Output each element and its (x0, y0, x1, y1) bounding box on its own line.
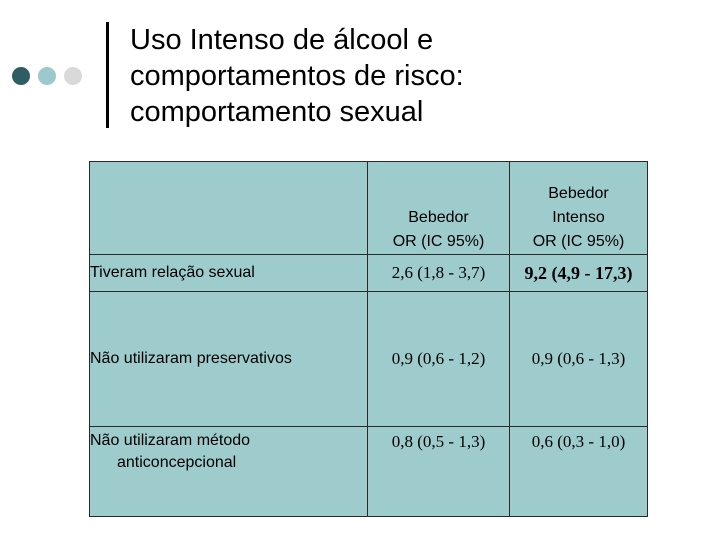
row-label-line-1: Não utilizaram método (90, 432, 251, 449)
gray-dot-icon (64, 67, 82, 85)
decorative-dots (12, 67, 82, 85)
value-intenso: 0,9 (0,6 - 1,3) (509, 291, 648, 427)
value-intenso: 0,6 (0,3 - 1,0) (509, 426, 648, 517)
header-bebedor-intenso: Bebedor Intenso OR (IC 95%) (509, 161, 648, 255)
table-row: Não utilizaram preservativos 0,9 (0,6 - … (89, 291, 648, 427)
title-line-3: comportamento sexual (130, 96, 424, 128)
value-bebedor: 2,6 (1,8 - 3,7) (367, 254, 510, 292)
slide-title: Uso Intenso de álcool e comportamentos d… (130, 22, 690, 130)
title-line-1: Uso Intenso de álcool e (130, 24, 434, 56)
value-bebedor: 0,8 (0,5 - 1,3) (367, 426, 510, 517)
odds-ratio-table: Bebedor OR (IC 95%) Bebedor Intenso OR (… (89, 161, 648, 517)
header-intenso-line-3: OR (IC 95%) (532, 233, 625, 250)
title-line-2: comportamentos de risco: (130, 60, 464, 92)
header-intenso-line-1: Bebedor (548, 185, 609, 202)
dark-dot-icon (12, 67, 30, 85)
value-intenso: 9,2 (4,9 - 17,3) (509, 254, 648, 292)
row-label: Não utilizaram método anticoncepcional (89, 426, 368, 517)
row-label-text: Não utilizaram preservativos (90, 350, 292, 367)
header-empty-cell (89, 161, 368, 255)
header-intenso-line-2: Intenso (552, 209, 605, 226)
title-divider (106, 22, 109, 128)
light-dot-icon (38, 67, 56, 85)
row-label-text: Tiveram relação sexual (90, 264, 255, 281)
header-bebedor-line-1: Bebedor (408, 209, 469, 226)
header-bebedor-line-2: OR (IC 95%) (392, 233, 485, 250)
value-bebedor: 0,9 (0,6 - 1,2) (367, 291, 510, 427)
table-header-row: Bebedor OR (IC 95%) Bebedor Intenso OR (… (89, 161, 648, 255)
table-row: Não utilizaram método anticoncepcional 0… (89, 426, 648, 517)
row-label-line-2: anticoncepcional (117, 454, 237, 471)
header-bebedor: Bebedor OR (IC 95%) (367, 161, 510, 255)
row-label: Tiveram relação sexual (89, 254, 368, 292)
table-row: Tiveram relação sexual 2,6 (1,8 - 3,7) 9… (89, 254, 648, 292)
row-label: Não utilizaram preservativos (89, 291, 368, 427)
